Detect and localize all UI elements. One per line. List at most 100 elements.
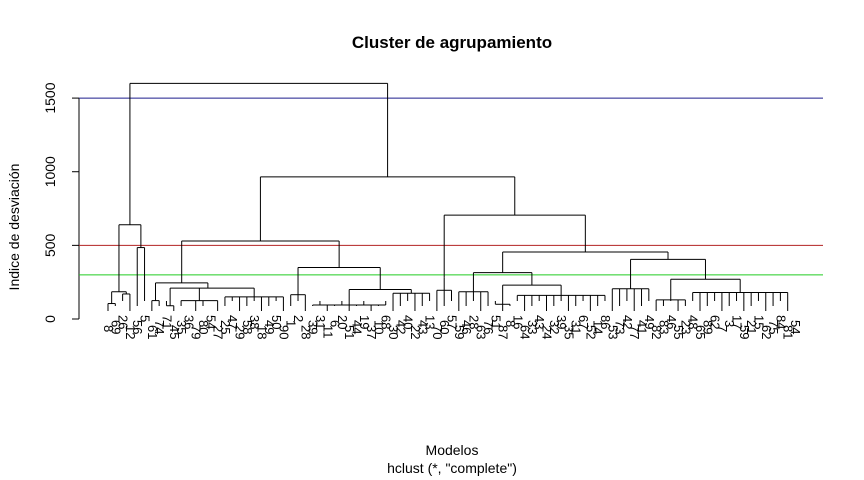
leaf-label-21: 18: [254, 325, 269, 339]
leaf-label-61: 32: [547, 320, 562, 334]
leaf-label-45: 70: [430, 325, 445, 339]
leaf-label-87: 59: [737, 325, 752, 339]
leaf-label-83: 62: [708, 315, 723, 329]
leaf-label-72: 77: [627, 325, 642, 339]
leaf-label-49: 46: [459, 320, 474, 334]
leaf-label-91: 75: [766, 320, 781, 334]
leaf-label-42: 22: [408, 325, 423, 339]
y-tick-label-1000: 1000: [42, 156, 58, 187]
leaf-label-59: 43: [532, 315, 547, 329]
leaf-label-90: 62: [759, 325, 774, 339]
leaf-label-93: 81: [781, 325, 796, 339]
leaf-label-63: 35: [561, 325, 576, 339]
leaf-label-56: 16: [510, 315, 525, 329]
leaf-label-85: 3: [722, 320, 737, 327]
x-axis-label: Modelos: [426, 442, 479, 458]
leaf-label-15: 27: [211, 325, 226, 339]
leaf-label-64: 31: [569, 320, 584, 334]
leaf-label-81: 65: [693, 325, 708, 339]
leaf-label-17: 47: [225, 315, 240, 329]
leaf-label-36: 37: [364, 325, 379, 339]
leaf-label-5: 5: [138, 315, 153, 322]
y-tick-label-1500: 1500: [42, 82, 58, 113]
leaf-label-22: 49: [262, 320, 277, 334]
leaf-label-55: 8: [503, 320, 518, 327]
leaf-label-92: 84: [773, 315, 788, 329]
leaf-label-62: 39: [554, 315, 569, 329]
leaf-label-27: 28: [298, 325, 313, 339]
leaf-label-75: 82: [649, 325, 664, 339]
leaf-label-4: 56: [130, 320, 145, 334]
leaf-label-71: 42: [620, 315, 635, 329]
leaf-label-12: 79: [189, 325, 204, 339]
leaf-label-10: 35: [174, 320, 189, 334]
leaf-label-89: 15: [751, 315, 766, 329]
leaf-label-7: 74: [152, 320, 167, 334]
leaf-label-23: 50: [269, 315, 284, 329]
leaf-label-69: 53: [605, 325, 620, 339]
leaf-label-57: 64: [518, 325, 533, 339]
leaf-label-47: 57: [445, 315, 460, 329]
leaf-label-14: 54: [203, 315, 218, 329]
leaf-label-73: 41: [635, 320, 650, 334]
y-axis-label: Indice de desviación: [6, 164, 22, 291]
leaf-label-46: 60: [437, 320, 452, 334]
leaf-label-86: 17: [730, 315, 745, 329]
leaf-label-3: 12: [123, 325, 138, 339]
leaf-label-68: 86: [598, 315, 613, 329]
leaf-label-94: 54: [788, 320, 803, 334]
leaf-label-80: 48: [686, 315, 701, 329]
leaf-label-26: 2: [291, 315, 306, 322]
leaf-label-31: 6: [328, 320, 343, 327]
leaf-label-34: 44: [349, 320, 364, 334]
leaf-label-30: 11: [320, 325, 335, 339]
leaf-label-70: 73: [613, 320, 628, 334]
leaf-label-16: 25: [218, 320, 233, 334]
leaf-label-44: 13: [423, 315, 438, 329]
cut-lines: [79, 97, 823, 276]
leaf-label-38: 68: [379, 315, 394, 329]
y-axis: 0 500 1000 1500: [42, 82, 80, 323]
leaf-label-6: 61: [145, 325, 160, 339]
leaf-label-24: 90: [276, 325, 291, 339]
leaf-label-48: 59: [452, 325, 467, 339]
leaf-label-28: 39: [306, 320, 321, 334]
leaf-label-33: 51: [342, 325, 357, 339]
leaf-label-88: 21: [744, 320, 759, 334]
leaf-label-67: 14: [591, 320, 606, 334]
leaf-label-74: 49: [642, 315, 657, 329]
leaf-label-54: 87: [496, 325, 511, 339]
leaf-label-53: 51: [488, 315, 503, 329]
leaf-label-1: 69: [108, 320, 123, 334]
leaf-label-29: 31: [313, 315, 328, 329]
leaf-label-43: 43: [415, 320, 430, 334]
leaf-label-58: 33: [525, 320, 540, 334]
leaf-label-11: 36: [181, 315, 196, 329]
dendrogram-tree: [107, 82, 789, 311]
leaf-label-76: 83: [656, 320, 671, 334]
leaf-label-19: 58: [240, 320, 255, 334]
y-tick-label-500: 500: [42, 233, 58, 257]
leaf-label-9: 45: [167, 325, 182, 339]
y-tick-label-0: 0: [42, 315, 58, 323]
leaf-label-20: 38: [247, 315, 262, 329]
leaf-label-82: 89: [700, 320, 715, 334]
leaf-label-79: 23: [678, 320, 693, 334]
leaf-label-78: 55: [671, 325, 686, 339]
chart-title: Cluster de agrupamiento: [352, 33, 552, 52]
leaf-label-25: 1: [284, 320, 299, 327]
leaf-label-66: 52: [583, 325, 598, 339]
leaf-label-84: 7: [715, 325, 730, 332]
x-axis-subtitle: hclust (*, "complete"): [387, 460, 517, 476]
leaf-label-40: 42: [393, 320, 408, 334]
leaf-label-51: 63: [474, 325, 489, 339]
leaf-label-32: 20: [335, 315, 350, 329]
leaf-label-8: 71: [159, 315, 174, 329]
leaf-label-2: 26: [116, 315, 131, 329]
leaf-label-39: 30: [386, 325, 401, 339]
leaf-label-65: 67: [576, 315, 591, 329]
leaf-label-35: 19: [357, 315, 372, 329]
leaf-labels: 8692612565617471453536798054272547295838…: [101, 315, 803, 339]
leaf-label-41: 40: [401, 315, 416, 329]
